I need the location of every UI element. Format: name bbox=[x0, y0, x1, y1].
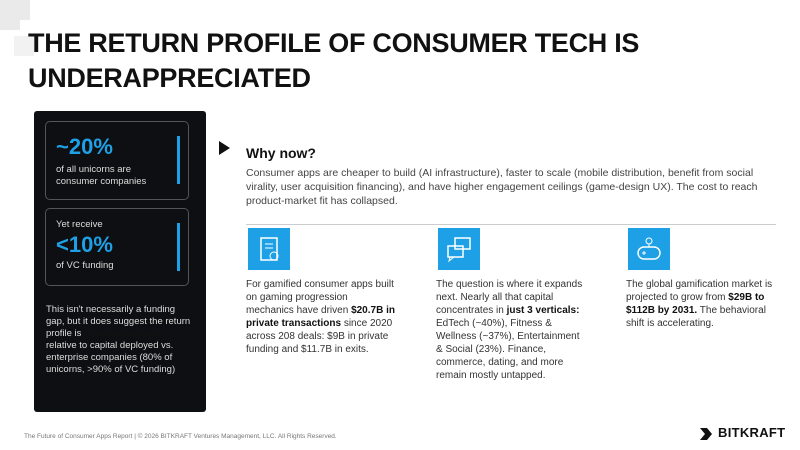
stat-pre: Yet receive bbox=[56, 219, 103, 230]
sidebar-note: This isn't necessarily a funding gap, bu… bbox=[46, 304, 196, 376]
text-run: relative to capital deployed vs. enterpr… bbox=[46, 340, 176, 375]
stat-box: Yet receive <10% of VC funding bbox=[45, 208, 189, 286]
bold-run: $29B to $112B by 2031. bbox=[626, 292, 765, 316]
text-run: EdTech (~40%), Fitness & Wellness (~37%)… bbox=[436, 318, 580, 381]
corner-decoration bbox=[0, 0, 34, 56]
section-heading: Why now? bbox=[246, 145, 316, 161]
bold-run: just 3 verticals: bbox=[506, 305, 580, 316]
column-text: For gamified consumer apps built on gami… bbox=[246, 278, 396, 356]
column-text: The question is where it expands next. N… bbox=[436, 278, 586, 382]
text-run: since 2020 across 208 deals: $9B in priv… bbox=[246, 318, 393, 355]
stat-value: ~20% bbox=[56, 134, 113, 159]
title: THE RETURN PROFILE OF CONSUMER TECH IS U… bbox=[28, 28, 640, 93]
sidebar: ~20% of all unicorns are consumer compan… bbox=[34, 111, 206, 412]
icon-chat bbox=[438, 228, 480, 270]
text-run: For gamified consumer apps built on gami… bbox=[246, 279, 394, 316]
icon-gamepad bbox=[628, 228, 670, 270]
section-body: Consumer apps are cheaper to build (AI i… bbox=[246, 167, 758, 207]
footer-text: The Future of Consumer Apps Report | © 2… bbox=[24, 433, 337, 440]
brand-logo bbox=[700, 428, 712, 440]
brand-name: BITKRAFT bbox=[718, 425, 786, 440]
stat-value: <10% bbox=[56, 232, 113, 257]
stat-box: ~20% of all unicorns are consumer compan… bbox=[45, 121, 189, 200]
divider bbox=[246, 224, 776, 225]
column-text: The global gamification market is projec… bbox=[626, 278, 776, 330]
stat-caption: of all unicorns are consumer companies bbox=[56, 164, 147, 187]
stat-caption: of VC funding bbox=[56, 260, 114, 271]
text-run: The question is where it expands next. N… bbox=[436, 279, 583, 316]
text-run: This isn't necessarily a funding gap, bu… bbox=[46, 304, 191, 339]
icon-document bbox=[248, 228, 290, 270]
text-run: The global gamification market is projec… bbox=[626, 279, 773, 303]
accent-bar bbox=[177, 136, 180, 184]
bold-run: $20.7B in private transactions bbox=[246, 305, 395, 329]
bold-run: underappreciated bbox=[84, 328, 164, 339]
text-run: The behavioral shift is accelerating. bbox=[626, 305, 766, 329]
arrow-icon bbox=[219, 141, 230, 155]
accent-bar bbox=[177, 223, 180, 271]
